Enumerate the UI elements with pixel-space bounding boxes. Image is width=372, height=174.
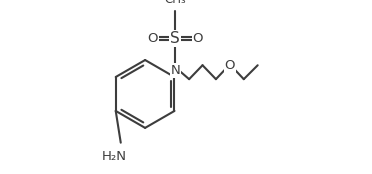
Text: S: S [170,31,180,46]
Text: H₂N: H₂N [102,150,127,163]
Text: O: O [193,32,203,45]
Text: N: N [170,64,180,77]
Text: O: O [225,59,235,72]
Text: O: O [147,32,158,45]
Text: CH₃: CH₃ [164,0,186,6]
